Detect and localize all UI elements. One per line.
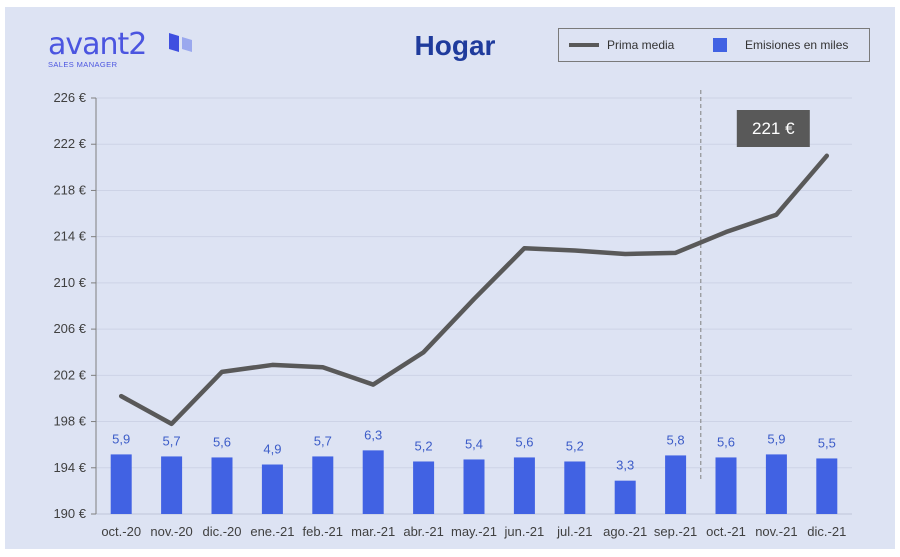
bar-data-label: 5,8 [667,432,685,447]
bar [614,480,636,514]
bar-data-label: 6,3 [364,427,382,442]
x-tick-label: ene.-21 [250,524,294,539]
y-tick-label: 210 € [53,275,86,290]
callout-box [736,110,810,147]
bar [715,457,737,514]
bar [665,455,687,514]
bar-data-label: 5,5 [818,435,836,450]
y-tick-label: 222 € [53,136,86,151]
y-tick-label: 202 € [53,367,86,382]
bar [110,454,132,514]
x-tick-label: dic.-21 [807,524,846,539]
legend-bar-label: Emisiones en miles [745,38,849,52]
bar [463,459,485,514]
x-tick-label: jun.-21 [504,524,545,539]
bar-data-label: 5,9 [767,431,785,446]
x-tick-label: nov.-20 [150,524,192,539]
line-series-prima-media [118,153,830,427]
bar-data-label: 5,9 [112,431,130,446]
logo-subtitle: SALES MANAGER [48,60,118,69]
bar-data-label: 5,4 [465,436,483,451]
callout-label: 221 € [752,119,795,138]
legend-bar-swatch [713,38,727,52]
bar-data-label: 5,6 [515,434,533,449]
y-tick-label: 198 € [53,414,86,429]
legend-line-label: Prima media [607,38,675,52]
bar-data-label: 5,2 [566,438,584,453]
y-tick-label: 190 € [53,506,86,521]
chart-legend: Prima media Emisiones en miles [558,28,870,62]
bar-data-label: 4,9 [263,442,281,457]
bar [261,464,283,514]
legend-item-bar: Emisiones en miles [713,38,848,52]
x-tick-label: nov.-21 [755,524,797,539]
bar-data-label: 3,3 [616,458,634,473]
x-tick-label: ago.-21 [603,524,647,539]
bar [211,457,233,514]
bar-data-label: 5,7 [163,433,181,448]
bar [765,454,787,514]
x-tick-label: dic.-20 [202,524,241,539]
bar-data-label: 5,7 [314,433,332,448]
legend-item-line: Prima media [569,38,674,52]
avant2-logo-mark-icon [169,33,192,52]
chart-title: Hogar [414,30,496,61]
bar [816,458,838,514]
bar-data-label: 5,6 [213,434,231,449]
x-tick-label: sep.-21 [654,524,697,539]
y-tick-label: 218 € [53,182,86,197]
bar [564,461,586,514]
bar-data-label: 5,2 [415,438,433,453]
x-tick-label: may.-21 [451,524,497,539]
y-tick-label: 206 € [53,321,86,336]
y-tick-label: 194 € [53,460,86,475]
legend-line-swatch [569,43,599,47]
bar [161,456,183,514]
y-tick-label: 214 € [53,229,86,244]
x-tick-label: abr.-21 [403,524,443,539]
x-tick-label: feb.-21 [303,524,343,539]
chart-frame [5,7,895,549]
bar [513,457,535,514]
brand-logo: avant2 SALES MANAGER [48,27,147,70]
x-tick-label: mar.-21 [351,524,395,539]
x-tick-label: oct.-21 [706,524,746,539]
logo-wordmark: avant2 [48,27,147,62]
bar-data-label: 5,6 [717,434,735,449]
x-tick-label: jul.-21 [556,524,592,539]
bar [312,456,334,514]
x-tick-label: oct.-20 [101,524,141,539]
y-tick-label: 226 € [53,90,86,105]
bar [413,461,435,514]
bar [362,450,384,514]
